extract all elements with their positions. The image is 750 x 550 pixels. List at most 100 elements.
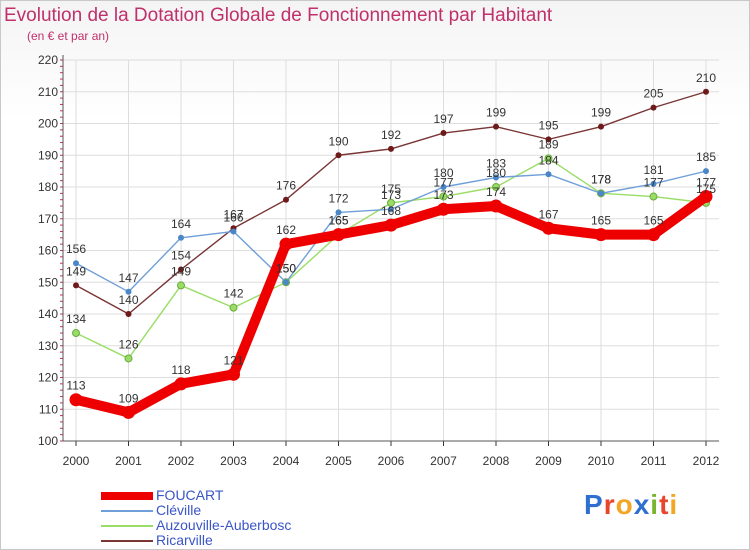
- data-point-cl-ville: [440, 184, 447, 190]
- data-label-ricarville: 167: [223, 207, 243, 221]
- y-tick-label: 170: [38, 212, 58, 226]
- data-point-ricarville: [283, 196, 289, 203]
- data-label-auzouville-auberbosc: 126: [118, 337, 138, 351]
- x-tick-label: 2007: [430, 454, 457, 468]
- data-label-ricarville: 149: [66, 264, 86, 278]
- data-label-foucart: 113: [66, 379, 85, 393]
- data-label-cl-ville: 164: [171, 217, 191, 231]
- data-label-cl-ville: 184: [538, 153, 558, 167]
- data-point-auzouville-auberbosc: [229, 303, 238, 312]
- data-point-ricarville: [493, 123, 499, 130]
- data-label-foucart: 121: [223, 353, 243, 367]
- data-label-foucart: 165: [643, 214, 663, 228]
- data-point-cl-ville: [335, 209, 342, 216]
- x-tick-label: 2011: [641, 454, 667, 468]
- y-tick-label: 180: [38, 180, 58, 194]
- data-point-auzouville-auberbosc: [177, 281, 185, 290]
- y-tick-label: 220: [38, 53, 58, 67]
- data-label-ricarville: 195: [538, 118, 558, 132]
- y-tick-label: 100: [38, 434, 58, 448]
- x-tick-label: 2000: [63, 454, 90, 468]
- x-tick-label: 2009: [535, 454, 562, 468]
- x-tick-label: 2001: [115, 454, 142, 468]
- data-label-foucart: 165: [591, 214, 611, 228]
- data-point-ricarville: [73, 282, 79, 289]
- data-point-auzouville-auberbosc: [439, 192, 448, 201]
- data-label-auzouville-auberbosc: 134: [66, 312, 86, 326]
- data-label-ricarville: 199: [591, 106, 611, 120]
- data-point-foucart: [437, 202, 450, 216]
- data-point-cl-ville: [388, 206, 394, 213]
- data-label-ricarville: 192: [381, 128, 401, 142]
- data-label-cl-ville: 166: [223, 210, 243, 224]
- data-label-ricarville: 176: [276, 179, 296, 193]
- data-point-foucart: [332, 228, 345, 242]
- y-tick-label: 110: [39, 402, 58, 416]
- data-label-cl-ville: 150: [276, 261, 296, 275]
- data-point-auzouville-auberbosc: [72, 329, 80, 338]
- logo-letter: o: [615, 489, 634, 520]
- data-point-ricarville: [703, 88, 709, 95]
- logo-letter: x: [633, 489, 651, 520]
- data-label-ricarville: 210: [696, 71, 716, 85]
- data-label-cl-ville: 173: [381, 188, 401, 202]
- data-label-ricarville: 197: [433, 112, 453, 126]
- data-point-ricarville: [335, 152, 342, 159]
- legend-label-foucart: FOUCART: [156, 487, 224, 503]
- data-point-auzouville-auberbosc: [124, 354, 133, 363]
- data-point-auzouville-auberbosc: [492, 183, 500, 191]
- y-tick-label: 210: [38, 85, 58, 99]
- data-point-cl-ville: [230, 228, 237, 235]
- data-point-foucart: [384, 218, 398, 232]
- legend-swatch-auzouville: [101, 525, 153, 527]
- data-label-auzouville-auberbosc: 189: [538, 137, 558, 151]
- data-point-cl-ville: [73, 260, 79, 267]
- data-point-cl-ville: [283, 279, 289, 286]
- data-label-foucart: 173: [433, 188, 453, 202]
- data-label-foucart: 168: [381, 204, 401, 218]
- data-label-auzouville-auberbosc: 142: [223, 287, 243, 301]
- data-label-foucart: 162: [276, 223, 296, 237]
- data-label-cl-ville: 180: [433, 166, 453, 180]
- x-tick-label: 2002: [168, 454, 195, 468]
- data-label-cl-ville: 183: [486, 156, 506, 170]
- data-point-auzouville-auberbosc: [544, 154, 553, 163]
- chart-title: Evolution de la Dotation Globale de Fonc…: [4, 5, 553, 26]
- data-label-foucart: 174: [486, 185, 506, 199]
- x-tick-label: 2012: [693, 454, 720, 468]
- y-tick-label: 140: [38, 307, 58, 321]
- data-point-auzouville-auberbosc: [649, 192, 658, 201]
- data-label-cl-ville: 181: [643, 163, 663, 177]
- data-point-ricarville: [650, 104, 657, 111]
- data-label-foucart: 165: [328, 214, 348, 228]
- chart-subtitle: (en € et par an): [27, 29, 110, 43]
- data-point-foucart: [699, 190, 713, 204]
- data-label-foucart: 177: [696, 176, 716, 190]
- data-point-foucart: [122, 405, 135, 419]
- data-point-cl-ville: [545, 171, 552, 178]
- logo-letter: i: [669, 489, 679, 520]
- data-label-foucart: 109: [118, 391, 138, 405]
- data-point-foucart: [174, 377, 188, 391]
- y-tick-label: 190: [38, 148, 58, 162]
- data-point-cl-ville: [178, 234, 184, 241]
- data-label-auzouville-auberbosc: 178: [591, 172, 611, 186]
- data-point-cl-ville: [598, 190, 604, 197]
- x-tick-label: 2008: [483, 454, 510, 468]
- data-label-cl-ville: 172: [328, 191, 348, 205]
- data-label-ricarville: 154: [171, 249, 191, 263]
- data-point-foucart: [542, 221, 555, 235]
- data-label-cl-ville: 178: [591, 172, 611, 186]
- logo-letter: P: [584, 489, 604, 520]
- data-label-auzouville-auberbosc: 177: [643, 176, 663, 190]
- data-point-cl-ville: [493, 174, 499, 181]
- data-point-foucart: [227, 367, 240, 381]
- logo-letter: i: [650, 489, 660, 520]
- data-label-cl-ville: 156: [66, 242, 86, 256]
- data-point-ricarville: [388, 145, 394, 152]
- data-label-auzouville-auberbosc: 175: [381, 182, 401, 196]
- proxiti-logo: Proxiti: [584, 489, 678, 521]
- data-point-ricarville: [545, 136, 552, 143]
- grid: [63, 59, 719, 442]
- data-label-ricarville: 199: [486, 106, 506, 120]
